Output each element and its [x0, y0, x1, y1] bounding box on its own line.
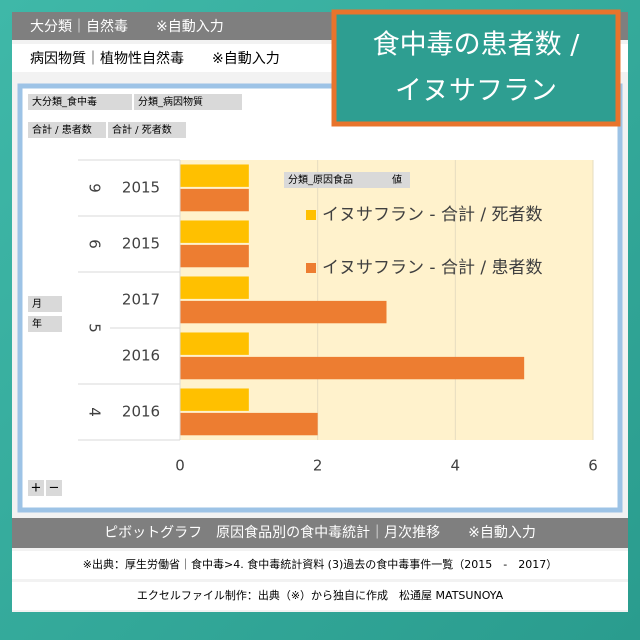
y-tick-label: 2015	[122, 235, 160, 253]
row-label: 年	[32, 317, 42, 330]
callout-box	[331, 9, 621, 127]
bar	[180, 300, 387, 324]
legend-label: イヌサフラン - 合計 / 死者数	[322, 205, 542, 225]
bar	[180, 220, 249, 243]
group-label: 9	[86, 183, 104, 193]
footer-row	[12, 582, 628, 610]
value-label: 合計 / 患者数	[32, 123, 92, 136]
footer-source: ※出典：厚生労働省｜食中毒>4. 食中毒統計資料 (3)過去の食中毒事件一覧（2…	[83, 557, 557, 571]
bar	[180, 188, 249, 212]
footer-credit: エクセルファイル制作：出典（※）から独自に作成 松通屋 MATSUNOYA	[137, 588, 504, 602]
legend-label: イヌサフラン - 合計 / 患者数	[322, 258, 542, 278]
filter-label: 大分類_食中毒	[32, 95, 97, 108]
header-agent: 病因物質｜植物性自然毒 ※自動入力	[30, 50, 280, 67]
bar	[180, 276, 249, 299]
row-button[interactable]	[28, 296, 62, 312]
y-tick-label: 2016	[122, 403, 160, 421]
footer-row	[12, 551, 628, 579]
value-label: 合計 / 死者数	[112, 123, 172, 136]
header-category: 大分類｜自然毒 ※自動入力	[30, 18, 224, 35]
value-button[interactable]	[28, 122, 106, 138]
callout-line: 食中毒の患者数 /	[373, 30, 581, 61]
callout-line: イヌサフラン	[395, 76, 557, 107]
x-tick-label: 0	[175, 457, 185, 475]
footer-title: ピボットグラフ 原因食品別の食中毒統計｜月次推移 ※自動入力	[104, 524, 536, 541]
y-tick-label: 2016	[122, 347, 160, 365]
row-label: 月	[32, 298, 42, 310]
expand-button[interactable]	[28, 480, 44, 496]
bar	[180, 244, 249, 268]
legend-swatch	[306, 263, 316, 273]
legend-value: 値	[392, 173, 402, 186]
filter-button[interactable]	[134, 94, 242, 110]
filter-button[interactable]	[28, 94, 132, 110]
bar	[180, 332, 249, 355]
row-button[interactable]	[28, 316, 62, 332]
y-tick-label: 2015	[122, 179, 160, 197]
bar	[180, 412, 318, 436]
pivot-buttons: 大分類_食中毒 分類_病因物質 合計 / 患者数 合計 / 死者数 月 年 + …	[28, 94, 242, 496]
bar	[180, 164, 249, 187]
group-label: 6	[86, 239, 104, 249]
group-label: 4	[86, 407, 104, 417]
group-label: 5	[86, 323, 104, 333]
x-tick-label: 2	[313, 457, 323, 475]
legend-field-button[interactable]	[284, 172, 410, 188]
bar	[180, 356, 525, 380]
collapse-label: −	[49, 481, 60, 496]
filter-label: 分類_病因物質	[138, 95, 203, 108]
x-tick-label: 4	[451, 457, 461, 475]
x-tick-label: 6	[588, 457, 598, 475]
legend-field: 分類_原因食品	[288, 173, 353, 186]
bar	[180, 388, 249, 411]
value-button[interactable]	[108, 122, 186, 138]
footer-bar	[12, 518, 628, 548]
collapse-button[interactable]	[46, 480, 62, 496]
expand-label: +	[31, 481, 42, 496]
y-tick-label: 2017	[122, 291, 160, 309]
legend-swatch	[306, 210, 316, 220]
